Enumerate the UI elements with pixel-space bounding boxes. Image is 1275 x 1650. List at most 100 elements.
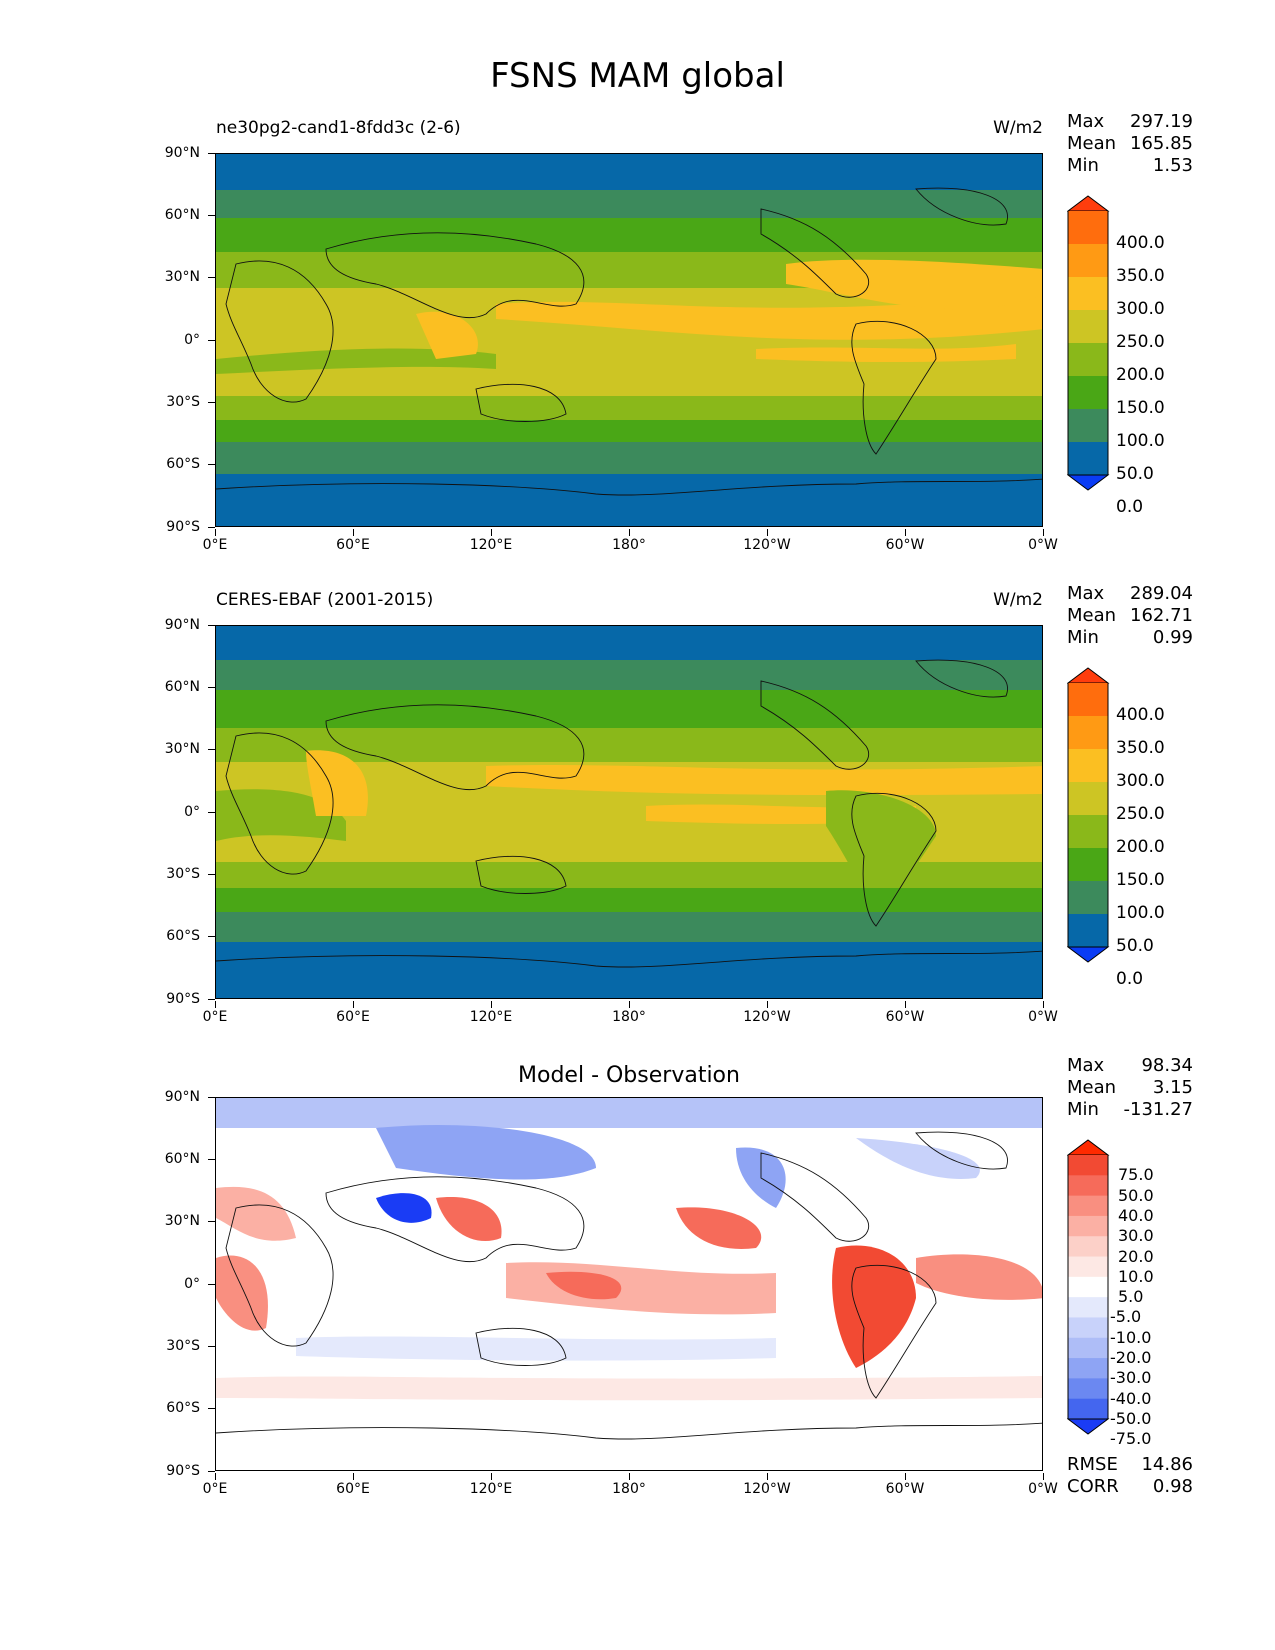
colorbar-segment [1068,211,1108,245]
mean-value: 162.71 [1130,605,1193,626]
x-tick: 60°W [865,529,945,553]
mean-label: Mean [1067,1077,1117,1098]
colorbar-segment [1068,716,1108,750]
colorbar-tick-label: 350.0 [1116,266,1165,286]
y-tick: 90°S [150,992,215,1006]
y-tick: 60°N [150,680,215,694]
panel-left-title: CERES-EBAF (2001-2015) [216,590,434,610]
colorbar-tick-label: -20.0 [1110,1348,1152,1368]
y-tick: 0° [150,1277,215,1291]
colorbar-segment [1068,1337,1108,1359]
rmse-value: 14.86 [1141,1454,1193,1475]
y-tick: 90°S [150,1464,215,1478]
y-tick: 30°N [150,270,215,284]
colorbar-extend-min [1067,474,1110,491]
colorbar-segment [1068,442,1108,476]
colorbar-tick-label: 250.0 [1116,332,1165,352]
min-label: Min [1067,1099,1099,1120]
mean-value: 165.85 [1130,133,1193,154]
y-tick: 0° [150,333,215,347]
colorbar-tick-label: -75.0 [1110,1429,1152,1449]
x-tick: 180° [589,1001,669,1025]
colorbar-segment [1068,1236,1108,1258]
colorbar-segment [1068,1378,1108,1400]
map-model-field [216,154,1042,526]
y-tick: 30°S [150,867,215,881]
x-tick: 0°E [175,529,255,553]
stats-box: Max 289.04 Mean 162.71 Min 0.99 [1067,583,1193,649]
colorbar-tick-label: -10.0 [1110,1327,1152,1347]
colorbar-segment [1068,1195,1108,1217]
colorbar-segment [1068,409,1108,443]
panel-left-title: ne30pg2-cand1-8fdd3c (2-6) [216,118,461,138]
colorbar-segment [1068,1155,1108,1176]
colorbar-segment [1068,1256,1108,1278]
colorbar-tick-label: 300.0 [1116,771,1165,791]
colorbar-tick-label: 350.0 [1116,738,1165,758]
y-tick: 60°S [150,929,215,943]
colorbar-outline [1067,683,1109,947]
colorbar-segment [1068,881,1108,915]
colorbar-segment [1068,914,1108,948]
colorbar [1067,1139,1110,1435]
colorbar-outline [1067,211,1109,475]
colorbar-extend-max [1067,667,1110,684]
colorbar-segment [1068,848,1108,882]
x-tick: 60°E [313,1001,393,1025]
map-difference-field [216,1098,1042,1470]
x-tick: 60°E [313,1473,393,1497]
colorbar-tick-label: 250.0 [1116,804,1165,824]
colorbar-segment [1068,376,1108,410]
colorbar-tick-label: 0.0 [1116,497,1144,517]
colorbar-tick-label: 150.0 [1116,398,1165,418]
x-tick: 120°E [451,1473,531,1497]
colorbar-segment [1068,1276,1108,1298]
y-tick: 0° [150,805,215,819]
mean-label: Mean [1067,605,1117,626]
colorbar-tick-label: -40.0 [1110,1388,1152,1408]
x-tick: 120°W [727,529,807,553]
y-tick: 90°N [150,146,215,160]
y-tick: 60°S [150,1401,215,1415]
colorbar-tick-label: 30.0 [1118,1226,1154,1246]
colorbar-segment [1068,1398,1108,1420]
colorbar-segment [1068,343,1108,377]
figure-title: FSNS MAM global [490,56,785,96]
colorbar-segment [1068,749,1108,783]
max-value: 289.04 [1130,583,1193,604]
colorbar-segment [1068,1358,1108,1379]
max-value: 297.19 [1130,111,1193,132]
colorbar-tick-label: 200.0 [1116,837,1165,857]
x-tick: 0°W [1003,1473,1083,1497]
x-tick: 180° [589,529,669,553]
panel-units: W/m2 [993,590,1043,610]
colorbar-extend-min [1067,1418,1110,1435]
x-tick: 0°W [1003,1001,1083,1025]
colorbar-segment [1068,310,1108,344]
min-value: 1.53 [1152,155,1193,176]
x-tick: 60°E [313,529,393,553]
y-tick: 60°N [150,208,215,222]
colorbar-tick-label: 40.0 [1118,1205,1154,1225]
colorbar-extend-max [1067,1139,1110,1156]
x-tick: 120°W [727,1001,807,1025]
map-difference [215,1097,1043,1471]
colorbar-tick-label: 50.0 [1116,936,1154,956]
colorbar-segment [1068,1175,1108,1197]
colorbar-tick-label: 150.0 [1116,870,1165,890]
x-tick: 120°W [727,1473,807,1497]
x-tick: 120°E [451,1001,531,1025]
y-tick: 60°N [150,1152,215,1166]
y-tick: 90°S [150,520,215,534]
colorbar-outline [1067,1155,1109,1419]
colorbar-extend-min [1067,946,1110,963]
panel-units: W/m2 [993,118,1043,138]
max-value: 98.34 [1141,1055,1193,1076]
rmse-label: RMSE [1067,1454,1118,1475]
y-tick: 30°N [150,742,215,756]
colorbar-tick-label: 100.0 [1116,431,1165,451]
colorbar-segment [1068,1317,1108,1339]
colorbar-tick-label: 0.0 [1116,969,1144,989]
max-label: Max [1067,583,1105,604]
x-tick: 120°E [451,529,531,553]
